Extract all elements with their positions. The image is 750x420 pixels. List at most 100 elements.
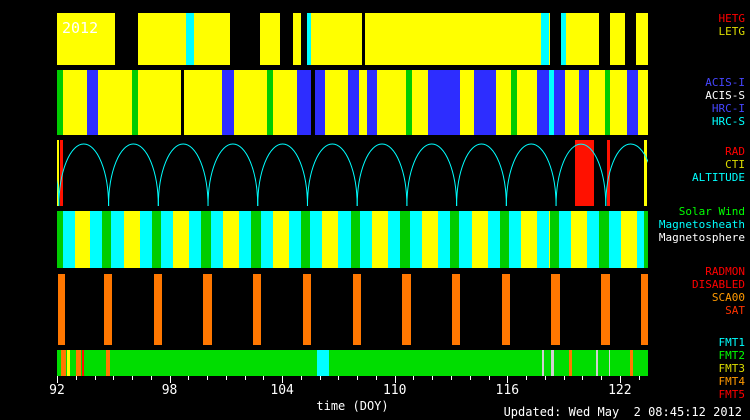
axis-tick [582, 376, 584, 380]
legend-label: FMT3 [718, 362, 746, 375]
timeline-segment [569, 350, 572, 376]
timeline-segment [428, 70, 461, 135]
timeline-segment [537, 211, 550, 268]
timeline-segment [487, 211, 500, 268]
axis-tick [357, 376, 359, 380]
band-gratings [57, 13, 648, 65]
timeline-segment [62, 211, 75, 268]
legend-label: FMT4 [718, 375, 746, 388]
timeline-segment [115, 13, 138, 65]
axis-tick [244, 376, 246, 380]
timeline-segment [297, 70, 312, 135]
timeline-segment [189, 211, 202, 268]
axis-tick [94, 376, 96, 380]
timeline-segment [59, 140, 63, 206]
band-radiation [57, 140, 648, 206]
axis-tick [526, 376, 528, 380]
timeline-segment [307, 13, 312, 65]
timeline-segment [57, 140, 59, 206]
timeline-segment [554, 70, 565, 135]
timeline-segment [180, 70, 185, 135]
year-label: 2012 [62, 19, 99, 37]
timeline-segment [644, 140, 648, 206]
timeline-segment [338, 211, 351, 268]
axis-tick [57, 376, 58, 383]
timeline-segment [153, 274, 163, 345]
timeline-segment [409, 211, 422, 268]
timeline-segment [608, 350, 611, 376]
legend-label: FMT2 [718, 349, 746, 362]
axis-tick [150, 376, 152, 380]
timeline-segment [548, 70, 555, 135]
timeline-segment [560, 13, 567, 65]
timeline-segment [625, 13, 636, 65]
timeline-segment [314, 70, 326, 135]
axis-tick-label: 116 [495, 383, 520, 398]
legend-label: HRC-S [711, 115, 745, 128]
legend-instruments: ACIS-I ACIS-S HRC-I HRC-S [643, 76, 745, 128]
timeline-segment [67, 350, 71, 376]
timeline-segment [229, 13, 260, 65]
timeline-segment [300, 211, 311, 268]
timeline-segment [302, 274, 312, 345]
timeline-segment [601, 274, 610, 345]
legend-label: RADMON [705, 265, 745, 278]
timeline-segment [549, 211, 559, 268]
timeline-segment [541, 13, 550, 65]
timeline-segment [473, 70, 496, 135]
timeline-segment [267, 70, 273, 135]
timeline-segment [201, 211, 211, 268]
timeline-segment [316, 350, 330, 376]
timeline-segment [102, 211, 112, 268]
timeline-segment [60, 350, 67, 376]
axis-tick [394, 376, 396, 383]
timeline-segment [288, 211, 301, 268]
timeline-segment [402, 274, 411, 345]
timeline-segment [587, 211, 600, 268]
timeline-segment [210, 211, 224, 268]
timeline-segment [604, 70, 611, 135]
axis-tick [207, 376, 209, 380]
axis-tick [132, 376, 134, 380]
timeline-segment [459, 211, 472, 268]
timeline-segment [186, 13, 194, 65]
timeline-segment [511, 70, 517, 135]
timeline-segment [509, 211, 522, 268]
legend-label: SAT [725, 304, 745, 317]
timeline-segment [75, 350, 82, 376]
timeline-segment [551, 274, 560, 345]
timeline-segment [630, 350, 633, 376]
timeline-segment [541, 350, 544, 376]
axis-tick-label: 92 [49, 383, 65, 398]
timeline-segment [111, 211, 124, 268]
band-radmon [57, 274, 648, 345]
band-fmt [57, 350, 648, 376]
timeline-segment [450, 211, 460, 268]
legend-radmon: RADMON DISABLED SCA00 SAT [643, 265, 745, 317]
axis-tick-label: 98 [161, 383, 178, 398]
legend-label: ALTITUDE [692, 171, 745, 184]
timeline-segment [551, 350, 555, 376]
axis-tick [75, 376, 77, 380]
timeline-segment [310, 211, 323, 268]
legend-solar-wind: Solar Wind Magnetosheath Magnetosphere [643, 205, 745, 244]
legend-label: HRC-I [711, 102, 745, 115]
timeline-segment [82, 350, 85, 376]
axis-tick [619, 376, 621, 383]
legend-label: FMT5 [718, 388, 746, 401]
band-instruments [57, 70, 648, 135]
timeline-segment [627, 70, 638, 135]
axis-tick [169, 376, 171, 383]
timeline-segment [366, 70, 377, 135]
legend-label: RAD [725, 145, 745, 158]
timeline-segment [599, 13, 611, 65]
timeline-segment [549, 13, 561, 65]
timeline-segment [360, 211, 373, 268]
axis-tick-label: 122 [608, 383, 632, 398]
timeline-segment [222, 70, 235, 135]
legend-gratings: HETG LETG [643, 12, 746, 38]
timeline-segment [203, 274, 212, 345]
axis-tick [225, 376, 227, 380]
axis-tick [413, 376, 415, 380]
legend-label: Magnetosphere [658, 231, 745, 244]
